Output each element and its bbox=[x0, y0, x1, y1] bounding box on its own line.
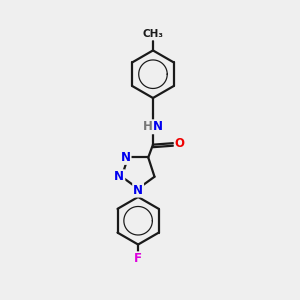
Text: H: H bbox=[143, 120, 153, 133]
Text: N: N bbox=[114, 170, 124, 183]
Text: N: N bbox=[153, 120, 163, 133]
Text: F: F bbox=[134, 252, 142, 265]
Text: O: O bbox=[175, 137, 185, 150]
Text: CH₃: CH₃ bbox=[142, 29, 164, 39]
Text: N: N bbox=[121, 151, 130, 164]
Text: N: N bbox=[133, 184, 143, 196]
